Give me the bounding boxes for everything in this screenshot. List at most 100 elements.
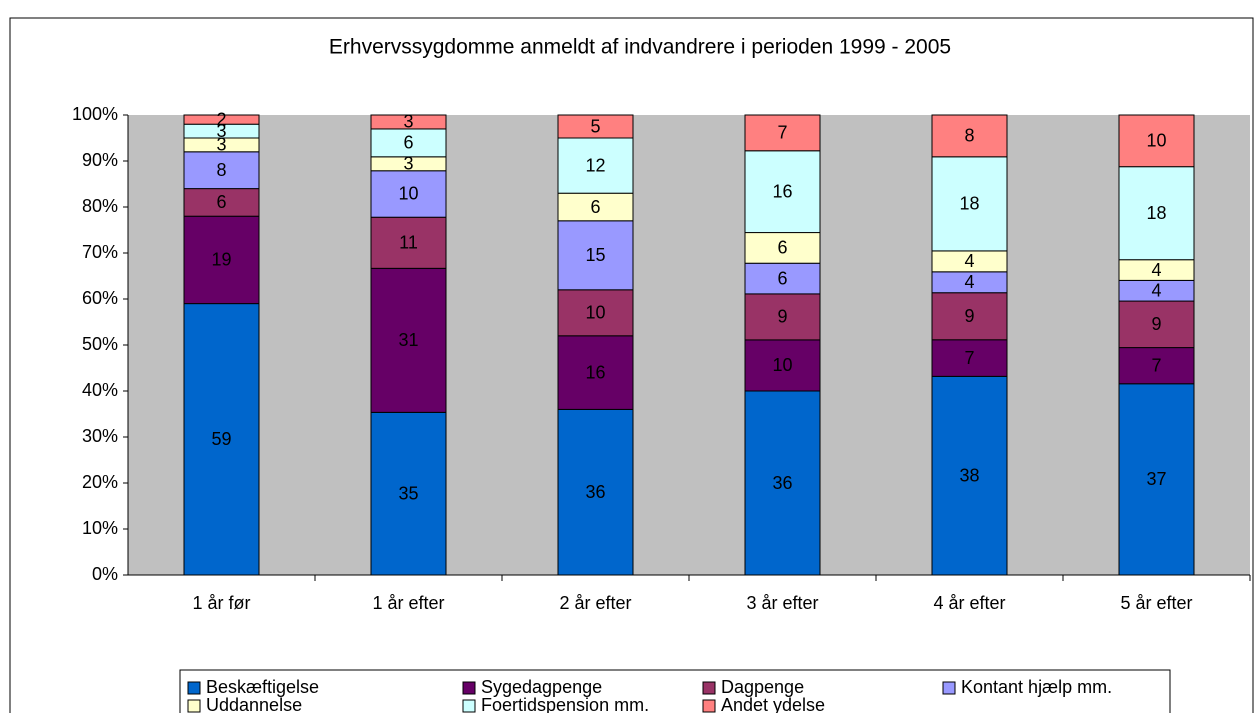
y-tick-label: 20% bbox=[82, 472, 118, 492]
bar-segment bbox=[931, 156, 1008, 252]
data-label: 37 bbox=[1146, 469, 1166, 489]
bar-segment bbox=[744, 390, 821, 576]
data-label: 10 bbox=[585, 303, 605, 323]
data-label: 18 bbox=[1146, 203, 1166, 223]
y-tick-label: 80% bbox=[82, 196, 118, 216]
data-label: 19 bbox=[211, 250, 231, 270]
bar-segment bbox=[557, 335, 634, 410]
bar-segment bbox=[744, 114, 821, 152]
bar-segment bbox=[370, 411, 447, 576]
data-label: 8 bbox=[964, 126, 974, 146]
y-tick-label: 0% bbox=[92, 564, 118, 584]
bar-segment bbox=[1118, 347, 1195, 385]
bar-segment bbox=[931, 292, 1008, 341]
bar-segment bbox=[557, 220, 634, 291]
data-label: 4 bbox=[1151, 260, 1161, 280]
bar-segment bbox=[557, 192, 634, 222]
legend-swatch bbox=[942, 681, 956, 695]
legend-label: Andet ydelse bbox=[721, 695, 825, 713]
data-label: 9 bbox=[1151, 314, 1161, 334]
data-label: 36 bbox=[585, 482, 605, 502]
y-tick-label: 100% bbox=[72, 104, 118, 124]
data-label: 6 bbox=[777, 268, 787, 288]
bar-segment bbox=[744, 262, 821, 295]
bar-segment bbox=[931, 375, 1008, 576]
data-label: 35 bbox=[398, 483, 418, 503]
data-label: 10 bbox=[1146, 131, 1166, 151]
y-tick-label: 30% bbox=[82, 426, 118, 446]
bar-segment bbox=[744, 293, 821, 341]
legend-swatch bbox=[187, 681, 201, 695]
data-label: 38 bbox=[959, 465, 979, 485]
plot-area bbox=[128, 115, 1250, 575]
y-tick-label: 10% bbox=[82, 518, 118, 538]
bar-segment bbox=[183, 188, 260, 217]
bar-segment bbox=[183, 114, 260, 125]
data-label: 4 bbox=[964, 251, 974, 271]
bar-segment bbox=[370, 170, 447, 218]
data-label: 36 bbox=[772, 473, 792, 493]
x-tick-label: 1 år før bbox=[192, 593, 250, 613]
x-tick-label: 1 år efter bbox=[372, 593, 444, 613]
legend-swatch bbox=[187, 699, 201, 713]
data-label: 16 bbox=[772, 181, 792, 201]
legend-swatch bbox=[702, 681, 716, 695]
bar-segment bbox=[183, 303, 260, 576]
data-label: 3 bbox=[216, 121, 226, 141]
data-label: 9 bbox=[964, 306, 974, 326]
data-label: 12 bbox=[585, 155, 605, 175]
bar-segment bbox=[557, 408, 634, 576]
legend-label: Foertidspension mm. bbox=[481, 695, 649, 713]
x-tick-label: 4 år efter bbox=[933, 593, 1005, 613]
data-label: 16 bbox=[585, 362, 605, 382]
y-tick-label: 90% bbox=[82, 150, 118, 170]
bar-segment bbox=[557, 289, 634, 337]
data-label: 31 bbox=[398, 330, 418, 350]
x-tick-label: 5 år efter bbox=[1120, 593, 1192, 613]
legend-label: Sygedagpenge bbox=[481, 677, 602, 697]
chart-title: Erhvervssygdomme anmeldt af indvandrere … bbox=[329, 36, 951, 59]
data-label: 3 bbox=[216, 135, 226, 155]
data-label: 6 bbox=[777, 238, 787, 258]
data-label: 7 bbox=[777, 123, 787, 143]
bar-segment bbox=[1118, 383, 1195, 576]
y-tick-label: 50% bbox=[82, 334, 118, 354]
bar-segment bbox=[1118, 114, 1195, 168]
legend-swatch bbox=[702, 699, 716, 713]
data-label: 7 bbox=[964, 348, 974, 368]
data-label: 11 bbox=[399, 233, 418, 253]
x-tick-label: 2 år efter bbox=[559, 593, 631, 613]
data-label: 6 bbox=[590, 197, 600, 217]
bar-segment bbox=[370, 114, 447, 130]
y-tick-label: 60% bbox=[82, 288, 118, 308]
x-tick-label: 3 år efter bbox=[746, 593, 818, 613]
data-label: 10 bbox=[772, 355, 792, 375]
data-label: 4 bbox=[1151, 280, 1161, 300]
legend-label: Beskæftigelse bbox=[206, 677, 319, 697]
bar-segment bbox=[744, 339, 821, 392]
data-label: 10 bbox=[398, 184, 418, 204]
bar-segment bbox=[370, 128, 447, 158]
bar-segment bbox=[744, 232, 821, 264]
legend-label: Kontant hjælp mm. bbox=[961, 677, 1112, 697]
data-label: 15 bbox=[585, 245, 605, 265]
data-label: 4 bbox=[964, 272, 974, 292]
data-label: 9 bbox=[777, 307, 787, 327]
data-label: 6 bbox=[403, 133, 413, 153]
data-label: 6 bbox=[216, 192, 226, 212]
bar-segment bbox=[931, 114, 1008, 158]
bar-segment bbox=[370, 216, 447, 269]
legend-swatch bbox=[462, 699, 476, 713]
data-label: 5 bbox=[590, 116, 600, 136]
legend-swatch bbox=[462, 681, 476, 695]
bar-segment bbox=[1118, 166, 1195, 261]
legend-label: Uddannelse bbox=[206, 695, 302, 713]
y-tick-label: 40% bbox=[82, 380, 118, 400]
bar-segment bbox=[557, 114, 634, 139]
data-label: 3 bbox=[403, 112, 413, 132]
data-label: 2 bbox=[216, 109, 226, 129]
bar-segment bbox=[183, 215, 260, 305]
data-label: 3 bbox=[403, 154, 413, 174]
bar-segment bbox=[370, 267, 447, 413]
